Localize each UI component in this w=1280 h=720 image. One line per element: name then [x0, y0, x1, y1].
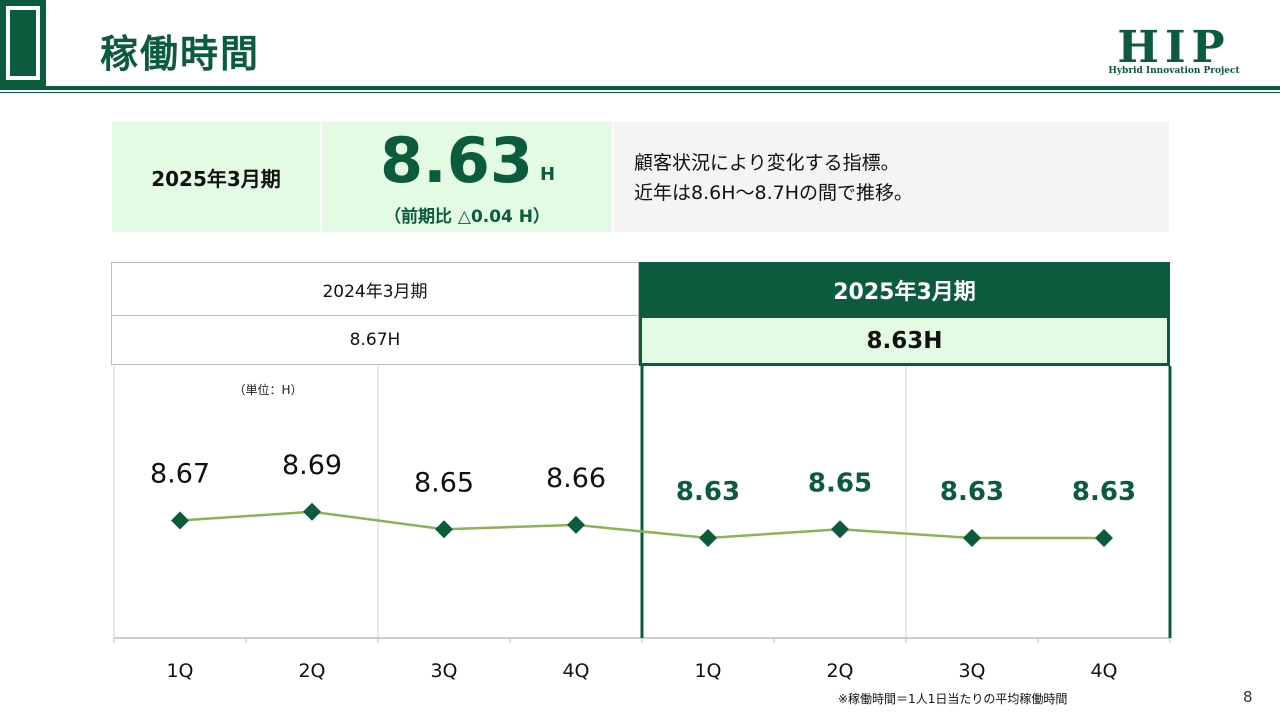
summary-description-panel — [614, 122, 1169, 232]
summary-period: 2025年3月期 — [112, 122, 320, 232]
data-label: 8.69 — [282, 450, 342, 481]
previous-period-value: 8.67H — [111, 316, 639, 365]
summary-value: 8.63 — [380, 124, 533, 197]
data-point — [963, 529, 981, 547]
data-point — [831, 520, 849, 539]
header-rule-thin — [0, 92, 1280, 93]
current-period-value: 8.63H — [639, 318, 1170, 366]
data-point — [567, 515, 585, 534]
summary-value-panel — [322, 122, 612, 232]
chart-series-line — [179, 510, 1104, 540]
footnote: ※稼働時間＝1人1日当たりの平均稼働時間 — [838, 692, 1068, 706]
series-line — [179, 510, 1104, 540]
chart-tick-labels: 1Q 2Q 3Q 4Q 1Q 2Q 3Q 4Q — [166, 660, 1117, 682]
header-accent-box-core — [10, 10, 36, 76]
chart-unit-label: （単位：H） — [233, 382, 302, 397]
data-label: 8.63 — [1072, 477, 1136, 507]
summary-description-line-1: 顧客状況により変化する指標。 — [634, 152, 900, 174]
page-number: 8 — [1243, 688, 1253, 706]
current-period-frame — [640, 366, 1172, 638]
data-point — [699, 529, 717, 547]
data-point — [435, 520, 453, 539]
x-tick-label: 3Q — [430, 660, 457, 682]
previous-period-header: 2024年3月期 — [111, 262, 639, 316]
company-logo: HIP — [1117, 22, 1231, 73]
chart-points — [171, 502, 1113, 547]
x-tick-label: 1Q — [166, 660, 193, 682]
summary-change: （前期比 △0.04 H） — [383, 207, 551, 227]
current-period-header: 2025年3月期 — [639, 262, 1170, 318]
chart-frame — [113, 366, 1172, 643]
data-label: 8.66 — [546, 463, 606, 494]
chart-data-labels: 8.67 8.69 8.65 8.66 8.63 8.65 8.63 8.63 — [150, 450, 1136, 507]
header-rule — [0, 86, 1280, 90]
x-tick-label: 2Q — [826, 660, 853, 682]
x-tick-label: 1Q — [694, 660, 721, 682]
summary-description-line-2: 近年は8.6H～8.7Hの間で推移。 — [634, 182, 914, 204]
page-title: 稼働時間 — [100, 32, 261, 76]
x-tick-label: 2Q — [298, 660, 325, 682]
data-label: 8.63 — [940, 477, 1004, 507]
data-point — [303, 502, 321, 521]
x-tick-label: 4Q — [562, 660, 589, 682]
data-label: 8.65 — [808, 468, 872, 498]
data-point — [171, 511, 189, 530]
summary-unit: H — [540, 164, 556, 185]
x-tick-label: 4Q — [1090, 660, 1117, 682]
company-logo-tagline: Hybrid Innovation Project — [1108, 66, 1240, 76]
data-label: 8.67 — [150, 459, 210, 490]
x-tick-label: 3Q — [958, 660, 985, 682]
data-label: 8.63 — [676, 477, 740, 507]
data-label: 8.65 — [414, 467, 474, 498]
data-point — [1095, 529, 1113, 547]
